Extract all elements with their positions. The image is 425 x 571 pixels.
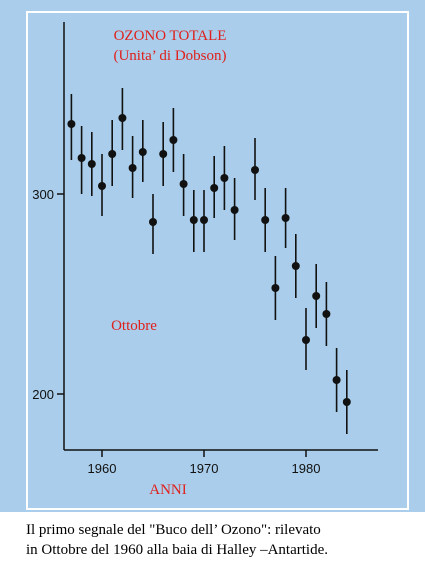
data-point-1958 <box>77 126 86 194</box>
data-point-1984 <box>342 370 351 434</box>
data-point-1959 <box>87 132 96 196</box>
data-point-1962 <box>118 88 127 150</box>
point-marker-1969 <box>189 216 198 224</box>
y-tick-label-200: 200 <box>32 387 54 402</box>
point-marker-1970 <box>200 216 208 224</box>
point-marker-1971 <box>210 184 219 192</box>
data-point-1977 <box>271 256 280 320</box>
point-marker-1984 <box>342 398 351 406</box>
point-marker-1973 <box>230 206 239 214</box>
y-axis: 300 200 <box>32 22 65 450</box>
data-point-1972 <box>220 146 229 210</box>
chart-subtitle: (Unita’ di Dobson) <box>113 48 226 64</box>
point-marker-1979 <box>291 262 300 270</box>
data-point-1982 <box>322 282 331 346</box>
point-marker-1967 <box>169 136 178 144</box>
x-tick-label-1960: 1960 <box>88 461 117 476</box>
point-marker-1978 <box>281 214 290 222</box>
data-point-1957 <box>67 94 76 160</box>
chart-background <box>0 0 425 512</box>
x-tick-label-1970: 1970 <box>190 461 219 476</box>
point-marker-1968 <box>179 180 188 188</box>
data-point-1978 <box>281 188 290 248</box>
chart-title: OZONO TOTALE <box>114 28 227 44</box>
x-tick-label-1980: 1980 <box>292 461 321 476</box>
point-marker-1981 <box>312 292 321 300</box>
data-point-1975 <box>251 138 259 200</box>
point-marker-1983 <box>332 376 341 384</box>
point-marker-1972 <box>220 174 229 182</box>
data-point-1969 <box>189 190 198 252</box>
data-point-1968 <box>179 154 188 216</box>
caption-line-2: in Ottobre del 1960 alla baia di Halley … <box>26 542 328 558</box>
month-annotation: Ottobre <box>111 318 157 334</box>
point-marker-1957 <box>67 120 76 128</box>
data-point-1964 <box>138 120 147 182</box>
data-point-1976 <box>261 188 270 252</box>
y-tick-label-300: 300 <box>32 187 54 202</box>
point-marker-1960 <box>98 182 106 190</box>
data-points <box>67 88 351 434</box>
point-marker-1963 <box>128 164 137 172</box>
point-marker-1977 <box>271 284 280 292</box>
x-axis: 1960 1970 1980 <box>64 449 378 476</box>
point-marker-1980 <box>302 336 310 344</box>
point-marker-1964 <box>138 148 147 156</box>
data-point-1961 <box>108 120 117 186</box>
data-point-1983 <box>332 348 341 412</box>
data-point-1971 <box>210 156 219 218</box>
point-marker-1962 <box>118 114 127 122</box>
point-marker-1965 <box>149 218 157 226</box>
point-marker-1961 <box>108 150 117 158</box>
data-point-1970 <box>200 190 208 252</box>
data-point-1967 <box>169 108 178 172</box>
figure-caption: Il primo segnale del "Buco dell’ Ozono":… <box>26 520 421 560</box>
point-marker-1976 <box>261 216 270 224</box>
point-marker-1966 <box>159 150 168 158</box>
x-axis-label: ANNI <box>149 482 187 498</box>
data-point-1980 <box>302 308 310 370</box>
data-point-1965 <box>149 194 157 254</box>
chart-frame <box>26 11 409 510</box>
data-point-1973 <box>230 178 239 240</box>
data-point-1966 <box>159 122 168 186</box>
data-point-1979 <box>291 234 300 298</box>
point-marker-1975 <box>251 166 259 174</box>
point-marker-1982 <box>322 310 331 318</box>
point-marker-1959 <box>87 160 96 168</box>
caption-line-1: Il primo segnale del "Buco dell’ Ozono":… <box>26 522 321 538</box>
data-point-1960 <box>98 154 106 216</box>
data-point-1963 <box>128 136 137 198</box>
point-marker-1958 <box>77 154 86 162</box>
data-point-1981 <box>312 264 321 328</box>
